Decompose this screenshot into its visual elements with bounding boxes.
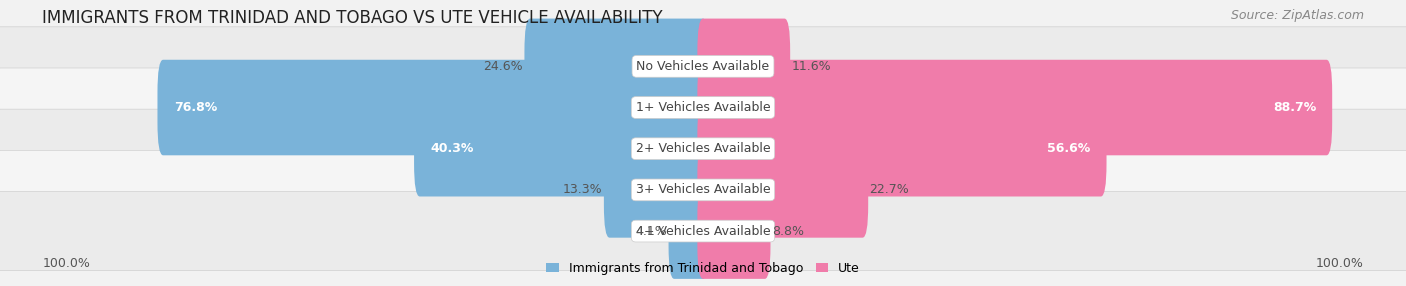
Text: 40.3%: 40.3% bbox=[430, 142, 474, 155]
Text: 100.0%: 100.0% bbox=[1316, 257, 1364, 270]
FancyBboxPatch shape bbox=[0, 27, 1406, 106]
FancyBboxPatch shape bbox=[0, 192, 1406, 271]
FancyBboxPatch shape bbox=[697, 142, 869, 238]
Text: 24.6%: 24.6% bbox=[484, 60, 523, 73]
Text: 3+ Vehicles Available: 3+ Vehicles Available bbox=[636, 183, 770, 196]
Text: 88.7%: 88.7% bbox=[1272, 101, 1316, 114]
FancyBboxPatch shape bbox=[697, 101, 1107, 196]
Text: 22.7%: 22.7% bbox=[869, 183, 910, 196]
FancyBboxPatch shape bbox=[0, 68, 1406, 147]
FancyBboxPatch shape bbox=[524, 19, 709, 114]
FancyBboxPatch shape bbox=[669, 183, 709, 279]
Legend: Immigrants from Trinidad and Tobago, Ute: Immigrants from Trinidad and Tobago, Ute bbox=[541, 257, 865, 280]
Text: 8.8%: 8.8% bbox=[772, 225, 804, 238]
Text: 56.6%: 56.6% bbox=[1047, 142, 1091, 155]
Text: 76.8%: 76.8% bbox=[173, 101, 217, 114]
Text: 4.1%: 4.1% bbox=[636, 225, 668, 238]
Text: 2+ Vehicles Available: 2+ Vehicles Available bbox=[636, 142, 770, 155]
Text: No Vehicles Available: No Vehicles Available bbox=[637, 60, 769, 73]
Text: 13.3%: 13.3% bbox=[562, 183, 603, 196]
FancyBboxPatch shape bbox=[157, 60, 709, 155]
Text: IMMIGRANTS FROM TRINIDAD AND TOBAGO VS UTE VEHICLE AVAILABILITY: IMMIGRANTS FROM TRINIDAD AND TOBAGO VS U… bbox=[42, 9, 662, 27]
FancyBboxPatch shape bbox=[415, 101, 709, 196]
Text: 4+ Vehicles Available: 4+ Vehicles Available bbox=[636, 225, 770, 238]
FancyBboxPatch shape bbox=[697, 19, 790, 114]
Text: 11.6%: 11.6% bbox=[792, 60, 831, 73]
Text: Source: ZipAtlas.com: Source: ZipAtlas.com bbox=[1230, 9, 1364, 21]
FancyBboxPatch shape bbox=[0, 109, 1406, 188]
FancyBboxPatch shape bbox=[697, 183, 770, 279]
Text: 1+ Vehicles Available: 1+ Vehicles Available bbox=[636, 101, 770, 114]
Text: 100.0%: 100.0% bbox=[42, 257, 90, 270]
FancyBboxPatch shape bbox=[697, 60, 1333, 155]
FancyBboxPatch shape bbox=[0, 150, 1406, 229]
FancyBboxPatch shape bbox=[605, 142, 709, 238]
